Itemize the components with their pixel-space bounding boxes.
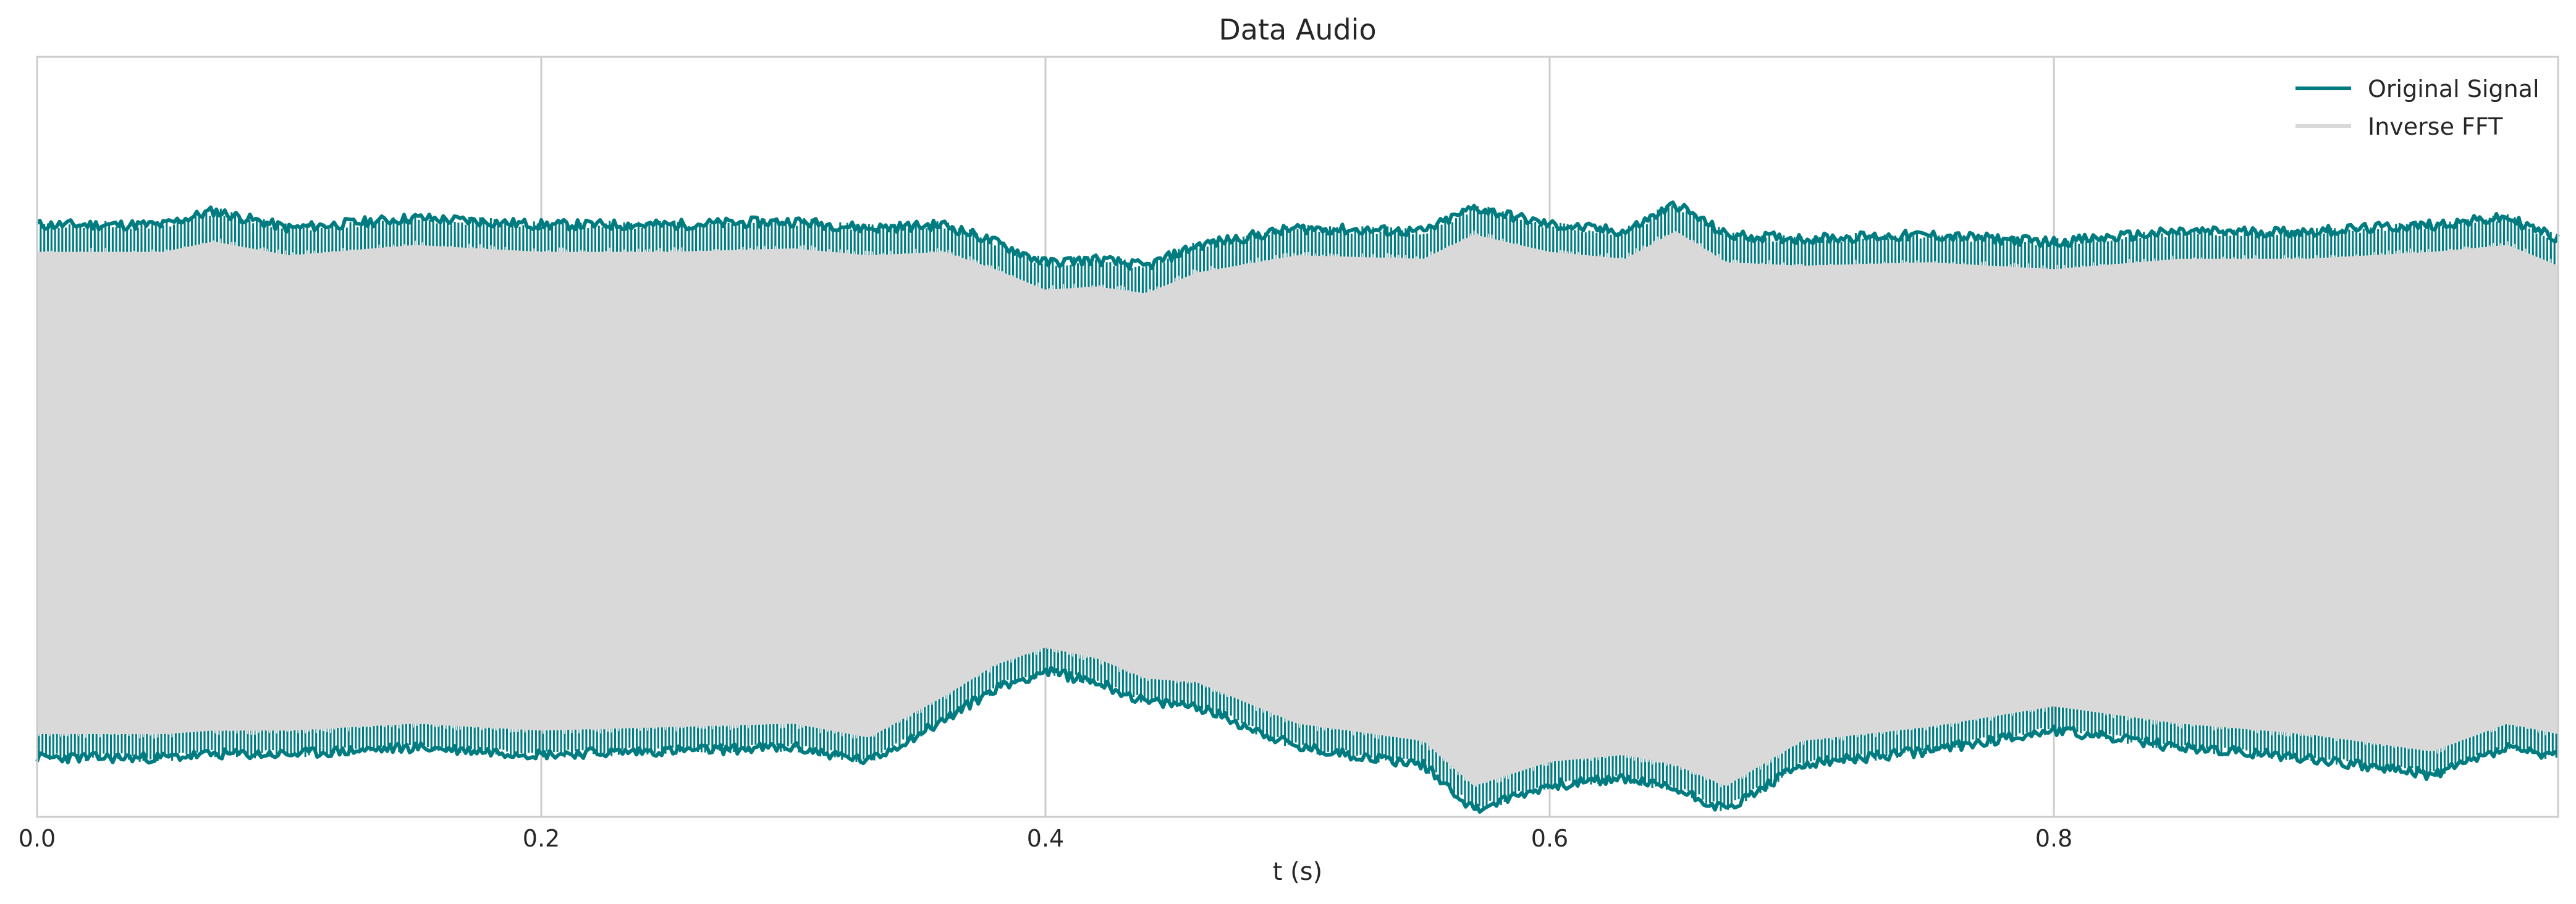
plot-frame — [36, 56, 2559, 818]
original-signal-lower-envelope — [35, 665, 2559, 814]
x-tick-label: 0.6 — [1531, 825, 1568, 852]
legend-label-original-signal: Original Signal — [2368, 75, 2540, 103]
x-axis-ticks: 0.0 0.2 0.4 0.6 0.8 — [19, 825, 2072, 852]
x-tick-label: 0.4 — [1027, 825, 1064, 852]
x-tick-label: 0.8 — [2035, 825, 2072, 852]
series-inverse-fft-oscillation — [36, 230, 2559, 788]
x-tick-label: 0.2 — [523, 825, 560, 852]
plot-area — [35, 200, 2560, 814]
original-signal-upper-envelope — [35, 200, 2560, 271]
chart-title: Data Audio — [1218, 13, 1376, 46]
x-tick-label: 0.0 — [19, 825, 56, 852]
legend: Original Signal Inverse FFT — [2295, 75, 2540, 140]
legend-label-inverse-fft: Inverse FFT — [2368, 113, 2503, 140]
x-axis-label: t (s) — [1273, 858, 1322, 886]
